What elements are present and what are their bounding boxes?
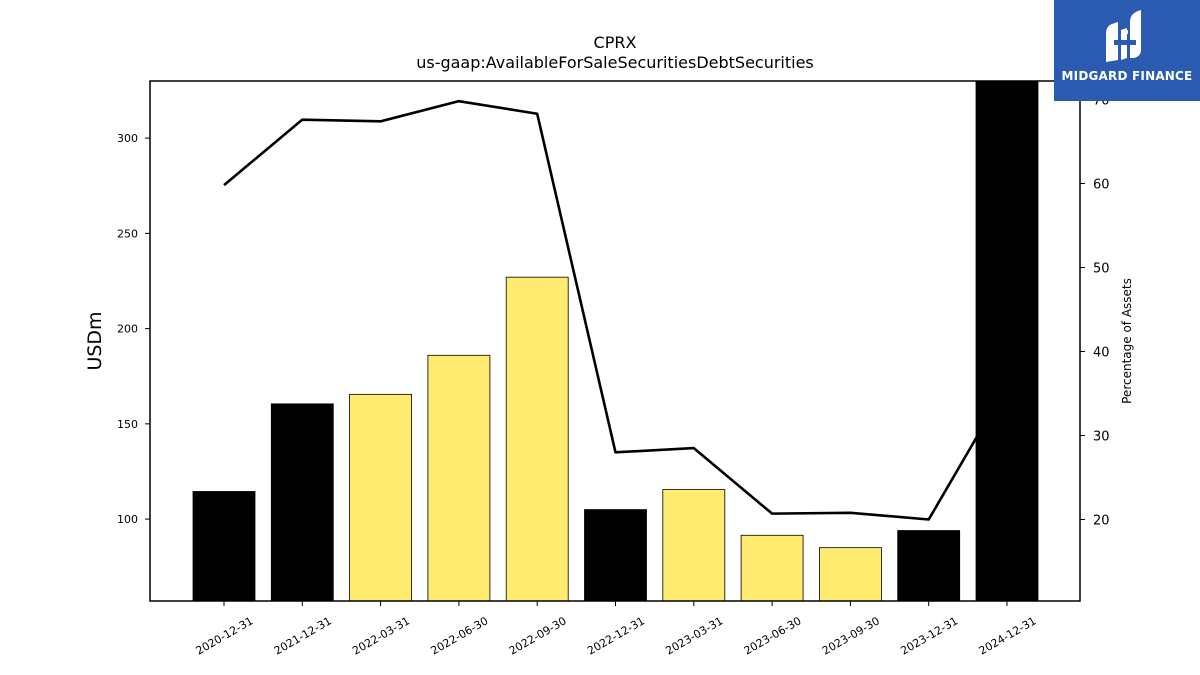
brand-logo: MIDGARD FINANCE bbox=[1054, 0, 1200, 101]
bar-2023-12-31 bbox=[897, 530, 961, 602]
x-tick-label: 2020-12-31 bbox=[194, 614, 256, 657]
x-tick-label: 2021-12-31 bbox=[272, 614, 334, 657]
x-tick-label: 2023-06-30 bbox=[742, 614, 804, 657]
plot-area: 1001502002503002030405060702020-12-31202… bbox=[117, 80, 1110, 658]
y-tick-label: 300 bbox=[117, 132, 138, 145]
y2-tick-label: 50 bbox=[1093, 261, 1110, 276]
y-tick-label: 250 bbox=[117, 227, 138, 240]
y-axis-label: USDm bbox=[84, 311, 106, 370]
y2-tick-label: 60 bbox=[1093, 177, 1110, 192]
y-tick-label: 150 bbox=[117, 418, 138, 431]
bar-2023-06-30 bbox=[740, 534, 804, 602]
y2-tick-label: 40 bbox=[1093, 346, 1110, 361]
brand-name: MIDGARD FINANCE bbox=[1061, 69, 1193, 83]
bar-2022-12-31 bbox=[584, 509, 647, 602]
bar-2022-06-30 bbox=[427, 354, 491, 602]
x-tick-label: 2022-03-31 bbox=[350, 614, 412, 657]
bar-2023-03-31 bbox=[662, 489, 726, 602]
y-tick-label: 200 bbox=[117, 323, 138, 336]
y2-tick-label: 20 bbox=[1093, 514, 1110, 529]
x-tick-label: 2023-12-31 bbox=[898, 614, 960, 657]
bar-2024-12-31 bbox=[975, 80, 1039, 602]
chart-title: CPRX bbox=[594, 33, 637, 52]
x-tick-label: 2023-09-30 bbox=[820, 614, 882, 657]
bar-2020-12-31 bbox=[192, 491, 256, 602]
midgard-logo-icon bbox=[1106, 10, 1141, 62]
x-tick-label: 2023-03-31 bbox=[663, 614, 725, 657]
bar-2022-09-30 bbox=[505, 276, 569, 602]
y2-axis-label: Percentage of Assets bbox=[1120, 278, 1134, 404]
x-tick-label: 2022-09-30 bbox=[507, 614, 569, 657]
y-tick-label: 100 bbox=[117, 513, 138, 526]
chart-subtitle: us-gaap:AvailableForSaleSecuritiesDebtSe… bbox=[416, 53, 814, 72]
bar-2021-12-31 bbox=[270, 403, 334, 602]
x-tick-label: 2022-06-30 bbox=[429, 614, 491, 657]
x-tick-label: 2024-12-31 bbox=[977, 614, 1039, 657]
x-tick-label: 2022-12-31 bbox=[585, 614, 647, 657]
bar-2023-09-30 bbox=[819, 547, 882, 602]
y2-tick-label: 30 bbox=[1093, 430, 1110, 445]
bar-2022-03-31 bbox=[349, 393, 413, 602]
percentage-line bbox=[223, 99, 1009, 521]
